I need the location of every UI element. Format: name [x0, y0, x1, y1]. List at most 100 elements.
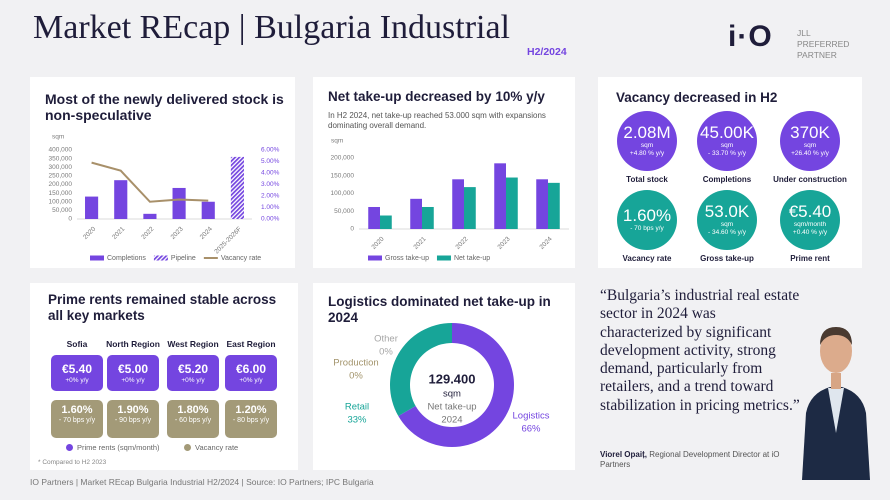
kpi-circle: 1.60% - 70 bps y/y [617, 190, 677, 250]
y2-tick-label: 2.00% [261, 193, 280, 200]
quote-role: Regional Development Director at iO Part… [600, 450, 780, 469]
vacancy-value: 1.60% [61, 404, 93, 416]
kpi-unit: sqm [803, 142, 817, 149]
panel: Logistics 66% Retail 33% Production 0% Other 0%… [313, 283, 575, 470]
chart-subtitle: In H2 2024, net take-up reached 53.000 s… [328, 111, 546, 130]
kpi-circle: 2.08M sqm +4.80 % y/y [617, 111, 677, 171]
kpi-label: Completions [702, 175, 752, 184]
kpi-change: +26.40 % y/y [791, 150, 829, 157]
partner-badge: JLL PREFERRED PARTNER [797, 28, 850, 60]
kpi-change: - 34.60 % y/y [708, 229, 746, 236]
legend-swatch [368, 255, 382, 261]
vacancy-value: 1.80% [177, 404, 209, 416]
center-label: 129.400 [429, 371, 476, 386]
region-name: North Region [106, 339, 160, 349]
rent-value: €5.20 [177, 362, 209, 376]
rent-box: €5.20 +0% y/y [167, 355, 219, 391]
y-tick-label: 150,000 [49, 190, 73, 197]
legend-swatch [153, 255, 168, 261]
kpi-value: 1.60% [622, 206, 672, 225]
x-tick-label: 2023 [496, 235, 511, 250]
bar [368, 206, 380, 229]
chart-title: Most of the newly delivered stock is non… [45, 91, 284, 123]
rent-change: +0% y/y [121, 377, 145, 384]
x-tick-label: 2020 [82, 225, 97, 240]
vacancy-box: 1.90% - 90 bps y/y [107, 400, 159, 438]
vacancy-value: 1.20% [235, 404, 267, 416]
bar [201, 201, 215, 219]
bar [114, 180, 128, 219]
bar [380, 215, 392, 229]
x-tick-label: 2023 [170, 225, 185, 240]
legend-swatch [90, 255, 104, 261]
donut-slice [398, 323, 514, 447]
y-axis-label: sqm [331, 138, 343, 145]
kpi-unit: sqm [720, 221, 734, 228]
y2-tick-label: 3.00% [261, 181, 280, 188]
x-tick-label: 2021 [111, 225, 126, 240]
chart-title: Logistics dominated net take-up in 2024 [328, 294, 551, 325]
bar [536, 179, 548, 229]
period: H2/2024 [527, 46, 567, 58]
kpi-change: - 33.70 % y/y [708, 150, 746, 157]
y2-tick-label: 4.00% [261, 170, 280, 177]
legend-label: Gross take-up [385, 255, 429, 262]
portrait [802, 327, 870, 480]
rent-box: €5.40 +0% y/y [51, 355, 103, 391]
vacancy-change: - 80 bps y/y [232, 417, 270, 424]
y-tick-label: 350,000 [49, 155, 73, 162]
kpi-change: - 70 bps y/y [630, 225, 664, 232]
rent-value: €5.00 [117, 362, 149, 376]
y-tick-label: 100,000 [49, 198, 73, 205]
hair [820, 327, 852, 345]
legend-label: Prime rents (sqm/month) [77, 443, 160, 452]
vacancy-change: - 60 bps y/y [174, 417, 212, 424]
face [820, 329, 852, 373]
center-label: Net take-up [427, 402, 476, 413]
panel: 0 50,000 100,000 150,000 200,000 250,000 300,0… [30, 77, 295, 268]
y-tick-label: 50,000 [334, 208, 354, 215]
panel: Vacancy decreased in H2 2.08M sqm +4.80 % … [598, 77, 862, 268]
quote-author: Viorel Opaiț, [600, 450, 647, 459]
rent-box: €5.00 +0% y/y [107, 355, 159, 391]
legend-dot [66, 444, 73, 451]
rent-box: €6.00 +0% y/y [225, 355, 277, 391]
x-tick-label: 2022 [454, 235, 469, 250]
y-tick-label: 0 [68, 216, 72, 223]
kpi-circle: €5.40 sqm/month +0.40 % y/y [780, 190, 840, 250]
y-tick-label: 200,000 [49, 181, 73, 188]
vacancy-box: 1.80% - 60 bps y/y [167, 400, 219, 438]
legend-label: Vacancy rate [221, 255, 261, 262]
y-tick-label: 200,000 [331, 155, 355, 162]
bar [172, 187, 186, 219]
quote: “Bulgaria’s industrial real estate secto… [600, 287, 800, 414]
kpi-circle: 370K sqm +26.40 % y/y [780, 111, 840, 171]
legend-swatch [436, 255, 451, 261]
y-tick-label: 250,000 [49, 173, 73, 180]
slice-value: 66% [521, 424, 541, 435]
x-tick-label: 2020 [370, 235, 385, 250]
slice-value: 0% [349, 371, 363, 382]
donut-slice [390, 323, 452, 416]
suit [802, 387, 870, 480]
y-tick-label: 400,000 [49, 147, 73, 154]
x-tick-label: 2025-2026F [213, 226, 243, 256]
bar [506, 177, 518, 229]
kpi-circle: 45.00K sqm - 33.70 % y/y [697, 111, 757, 171]
y2-tick-label: 0.00% [261, 216, 280, 223]
slice-label: Logistics [513, 411, 550, 422]
kpi-value: €5.40 [788, 202, 832, 221]
kpi-label: Gross take-up [700, 254, 754, 263]
y2-tick-label: 5.00% [261, 158, 280, 165]
bar [230, 156, 244, 219]
y-tick-label: 50,000 [52, 207, 72, 214]
x-tick-label: 2022 [140, 225, 155, 240]
rent-change: +0% y/y [181, 377, 205, 384]
line [91, 161, 209, 203]
vacancy-change: - 90 bps y/y [114, 417, 152, 424]
y2-tick-label: 6.00% [261, 147, 280, 154]
y-tick-label: 100,000 [331, 190, 355, 197]
bar [464, 187, 476, 229]
vacancy-box: 1.20% - 80 bps y/y [225, 400, 277, 438]
